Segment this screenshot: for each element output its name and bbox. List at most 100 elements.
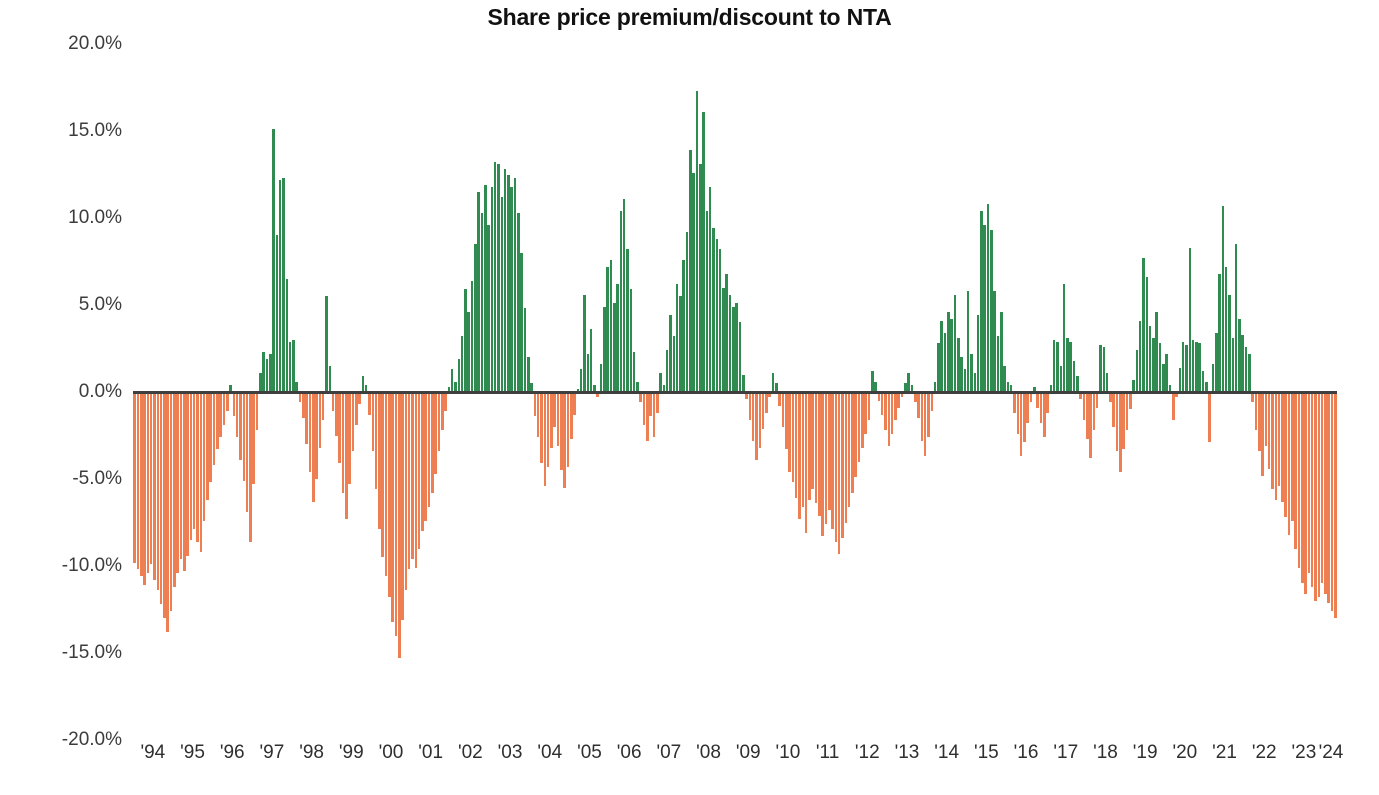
- bar: [556, 392, 560, 446]
- bar: [407, 392, 411, 570]
- bar: [454, 381, 457, 392]
- bar: [636, 381, 639, 392]
- bar: [497, 164, 500, 392]
- bar: [1148, 325, 1152, 392]
- bar: [487, 224, 490, 392]
- bar: [761, 392, 765, 429]
- bar: [467, 311, 471, 392]
- bar: [1119, 392, 1122, 473]
- bar: [176, 392, 179, 573]
- bar: [232, 392, 236, 417]
- bar: [1056, 341, 1059, 392]
- bar: [1314, 392, 1317, 601]
- bar: [708, 186, 712, 392]
- bar: [510, 186, 514, 392]
- bar: [1274, 392, 1278, 500]
- bar: [1191, 339, 1195, 392]
- bar: [695, 90, 699, 392]
- bar: [1138, 320, 1142, 392]
- bar: [1185, 345, 1188, 392]
- bar: [381, 392, 385, 558]
- x-tick-label: '14: [934, 742, 960, 763]
- bar: [897, 392, 901, 408]
- bar: [745, 392, 748, 399]
- bar: [741, 374, 745, 392]
- bar: [1214, 332, 1218, 392]
- bar: [493, 162, 497, 392]
- bar: [665, 350, 669, 392]
- bar: [1264, 392, 1268, 446]
- bar: [414, 392, 418, 568]
- bar: [1205, 381, 1208, 392]
- bar: [1092, 392, 1096, 431]
- bar: [642, 392, 646, 426]
- bar: [255, 392, 259, 431]
- bar: [202, 392, 206, 521]
- bar: [229, 385, 232, 392]
- x-tick-label: '23: [1291, 742, 1317, 763]
- bar: [781, 392, 785, 427]
- bar: [222, 392, 226, 426]
- bar: [143, 392, 146, 586]
- bar: [1135, 350, 1139, 392]
- bar: [1003, 365, 1006, 392]
- bar: [421, 392, 424, 532]
- bar: [295, 381, 299, 392]
- bar: [424, 392, 428, 521]
- bar: [646, 392, 649, 441]
- bar: [1320, 392, 1324, 584]
- bar: [1009, 385, 1013, 392]
- bar: [609, 259, 613, 392]
- bar: [447, 386, 451, 392]
- bar: [1327, 392, 1331, 603]
- bar: [1162, 364, 1165, 392]
- bar: [308, 392, 312, 473]
- bar: [1284, 392, 1288, 518]
- bar: [1171, 392, 1175, 420]
- bar: [302, 392, 305, 419]
- bar: [1234, 244, 1238, 392]
- bar: [139, 392, 143, 577]
- bar: [275, 235, 279, 392]
- bar: [1105, 372, 1109, 392]
- bar: [1042, 392, 1046, 438]
- bar: [1304, 392, 1307, 594]
- bar: [156, 392, 160, 591]
- bar: [735, 303, 738, 392]
- bar: [1257, 392, 1261, 452]
- bar: [894, 392, 897, 420]
- bar: [771, 372, 775, 392]
- bar: [960, 357, 963, 392]
- x-tick-label: '96: [219, 742, 245, 763]
- bar: [560, 392, 563, 471]
- x-tick-label: '02: [457, 742, 483, 763]
- bar: [371, 392, 375, 452]
- bar: [993, 291, 996, 392]
- bar: [1128, 392, 1132, 410]
- bar: [1016, 392, 1020, 434]
- bar: [444, 392, 447, 412]
- bar: [1248, 353, 1251, 392]
- bar: [1046, 392, 1049, 413]
- bar: [996, 336, 1000, 392]
- bar: [675, 284, 679, 392]
- bar: [401, 392, 404, 620]
- bar: [1142, 258, 1145, 392]
- bar: [437, 392, 441, 452]
- bar: [953, 294, 957, 392]
- bar: [1228, 294, 1231, 392]
- bar: [1211, 364, 1215, 392]
- bar: [768, 392, 772, 398]
- bar: [890, 392, 894, 434]
- bar: [265, 358, 269, 392]
- bar: [669, 315, 672, 392]
- bar: [378, 392, 381, 530]
- bar: [824, 392, 828, 525]
- bar: [1188, 247, 1192, 392]
- bar: [1145, 277, 1149, 392]
- bar: [1122, 392, 1125, 450]
- bar: [999, 311, 1003, 392]
- bar: [950, 318, 953, 392]
- bar: [523, 308, 527, 392]
- bar: [854, 392, 858, 478]
